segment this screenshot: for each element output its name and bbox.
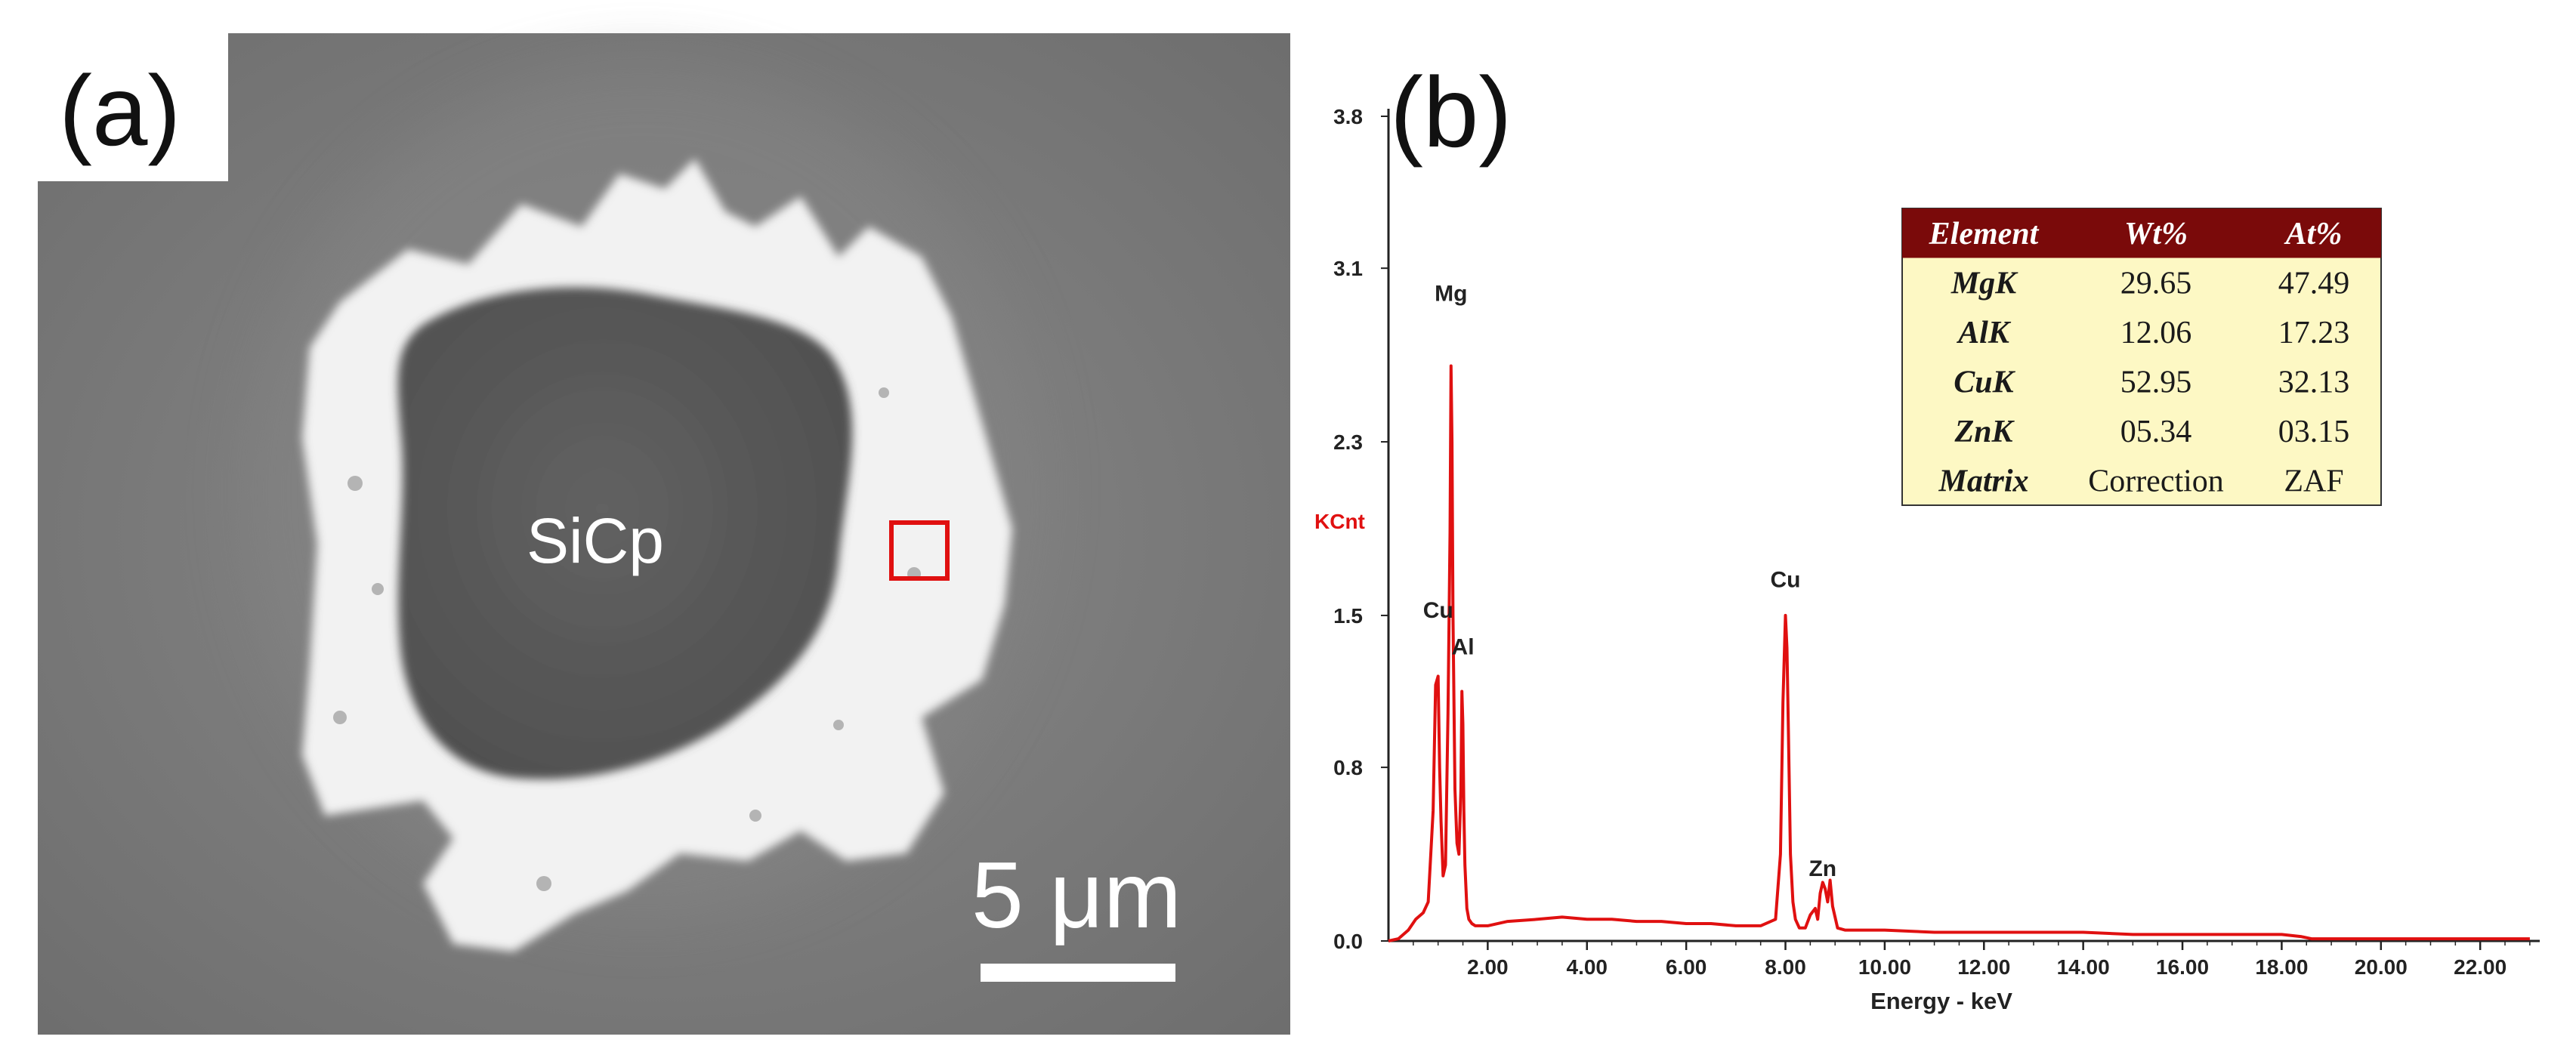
x-tick-label: 14.00 (2057, 955, 2110, 979)
table-cell: 12.06 (2120, 316, 2192, 350)
y-tick-labels: 0.0 0.8 1.5 2.3 3.1 3.8 (1333, 105, 1363, 953)
analysis-point-marker (889, 520, 950, 581)
x-tick-label: 16.00 (2156, 955, 2209, 979)
x-tick-label: 2.00 (1467, 955, 1509, 979)
table-cell: 52.95 (2120, 365, 2192, 399)
sic-particle (397, 287, 853, 779)
y-tick-label: 0.8 (1333, 756, 1363, 779)
table-cell: 29.65 (2120, 266, 2192, 301)
table-cell: ZAF (2284, 464, 2343, 498)
x-axis-label: Energy - keV (1870, 988, 2012, 1014)
x-tick-label: 12.00 (1957, 955, 2010, 979)
chart-axes (1381, 109, 2540, 950)
table-header-cell: Element (1929, 217, 2040, 251)
table-cell: ZnK (1954, 415, 2015, 449)
peak-label: Cu (1423, 598, 1453, 623)
x-tick-label: 10.00 (1858, 955, 1911, 979)
table-header-bg (1902, 208, 2381, 258)
x-tick-labels: 2.00 4.00 6.00 8.00 10.00 12.00 14.00 16.00 18.0… (1467, 955, 2507, 979)
x-tick-label: 20.00 (2355, 955, 2408, 979)
x-tick-label: 18.00 (2255, 955, 2308, 979)
sem-image-panel: (a) SiCp 5 μm (38, 33, 1290, 1035)
peak-label: Al (1452, 635, 1475, 660)
peak-labels: Mg Cu Al Cu Zn (1423, 281, 1836, 881)
table-cell: Matrix (1938, 464, 2028, 498)
table-header-cell: At% (2284, 217, 2343, 251)
table-cell: 03.15 (2278, 415, 2350, 449)
x-tick-label: 8.00 (1765, 955, 1806, 979)
table-cell: AlK (1956, 316, 2012, 350)
spectrum-line (1388, 364, 2530, 942)
peak-label: Mg (1435, 281, 1467, 306)
table-cell: CuK (1954, 365, 2015, 399)
eds-spectrum-panel: (b) 0.0 0.8 1.5 2.3 3.1 3.8 2.00 4.00 6.00 8.00 1… (1314, 57, 2540, 1014)
y-tick-label: 1.5 (1333, 604, 1363, 628)
table-cell: 47.49 (2278, 266, 2350, 301)
scale-bar-label: 5 μm (971, 844, 1181, 948)
x-tick-label: 22.00 (2454, 955, 2507, 979)
y-tick-label: 2.3 (1333, 430, 1363, 454)
particle-label: SiCp (527, 505, 664, 576)
y-tick-label: 3.8 (1333, 105, 1363, 128)
table-cell: 17.23 (2278, 316, 2350, 350)
y-tick-label: 0.0 (1333, 930, 1363, 953)
table-cell: Correction (2088, 464, 2224, 498)
x-tick-label: 6.00 (1666, 955, 1707, 979)
peak-label: Cu (1771, 568, 1801, 593)
composition-table: Element Wt% At% MgK 29.65 47.49 AlK 12.06 17.23 C… (1901, 208, 2382, 506)
x-tick-label: 4.00 (1567, 955, 1608, 979)
y-tick-label: 3.1 (1333, 257, 1363, 280)
table-cell: 32.13 (2278, 365, 2350, 399)
scale-bar (981, 964, 1175, 982)
y-axis-label: KCnt (1314, 510, 1365, 533)
table-cell: 05.34 (2120, 415, 2192, 449)
table-cell: MgK (1951, 266, 2018, 301)
panel-a-label-box (38, 33, 228, 181)
peak-label: Zn (1808, 856, 1836, 881)
table-header-cell: Wt% (2124, 217, 2188, 251)
panel-b-label: (b) (1390, 57, 1512, 168)
panel-a-label: (a) (59, 55, 181, 166)
